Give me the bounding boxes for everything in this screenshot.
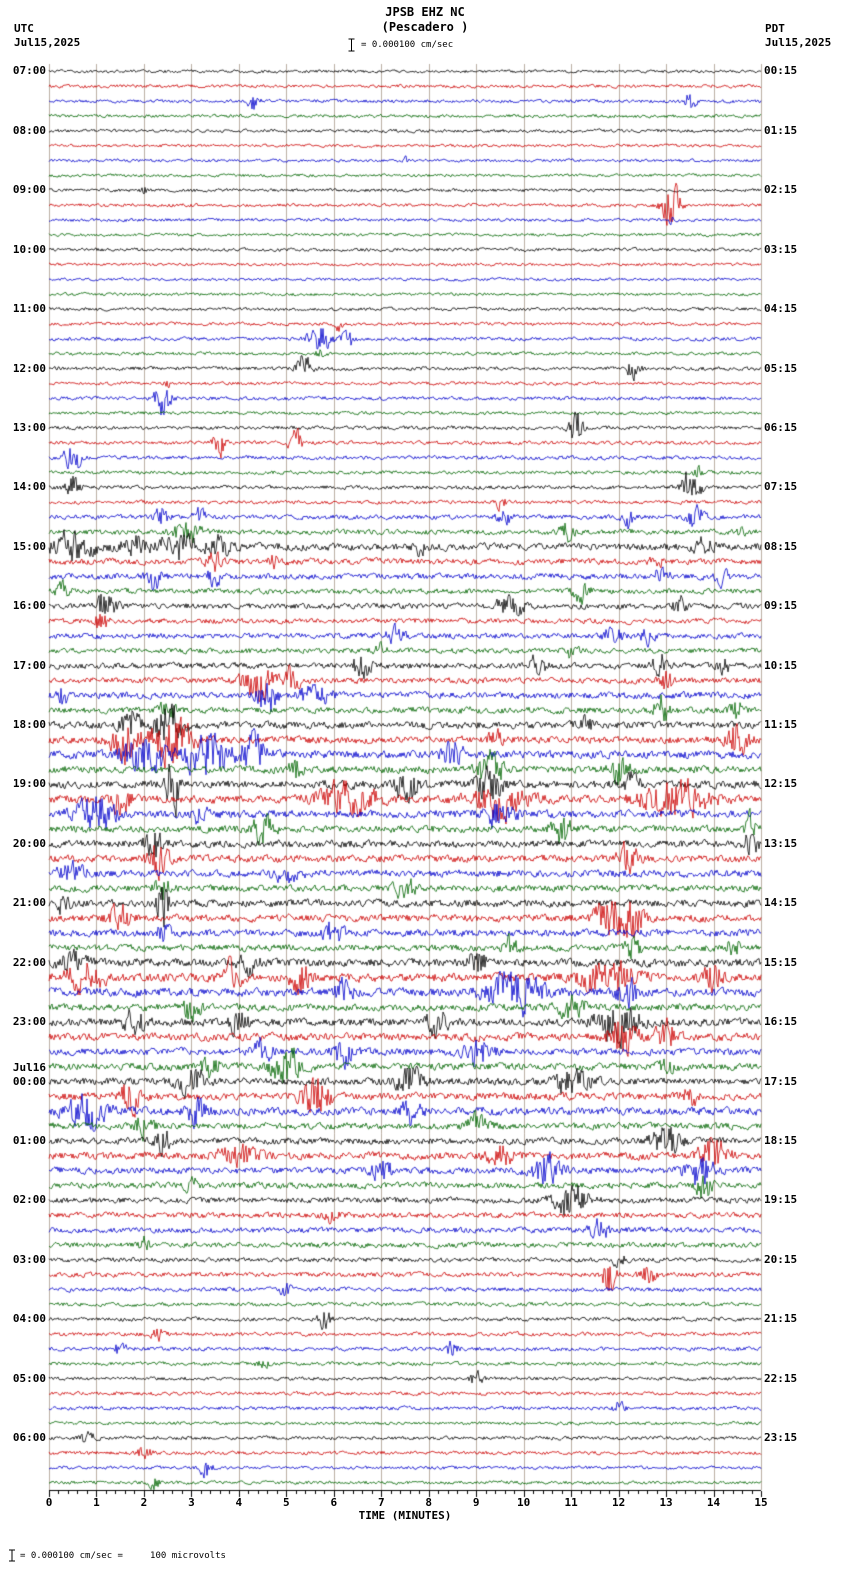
utc-hour-label: 09:00 bbox=[12, 183, 46, 197]
utc-hour-label: 16:00 bbox=[12, 599, 46, 613]
pdt-hour-label: 07:15 bbox=[764, 480, 798, 494]
pdt-hour-label: 02:15 bbox=[764, 183, 798, 197]
utc-hour-label: 13:00 bbox=[12, 420, 46, 434]
x-tick-label: 3 bbox=[188, 1496, 195, 1509]
x-tick-label: 11 bbox=[564, 1496, 578, 1509]
utc-hour-label: 15:00 bbox=[12, 539, 46, 553]
utc-hour-label: 10:00 bbox=[12, 242, 46, 256]
utc-hour-label: 03:00 bbox=[12, 1252, 46, 1266]
pdt-hour-label: 15:15 bbox=[764, 955, 798, 969]
pdt-hour-label: 01:15 bbox=[764, 123, 798, 137]
x-tick-label: 9 bbox=[472, 1496, 480, 1509]
scale-ibeam-icon bbox=[348, 38, 355, 52]
pdt-tz-label: PDT bbox=[765, 22, 785, 35]
pdt-hour-label: 21:15 bbox=[764, 1312, 798, 1326]
x-tick-label: 12 bbox=[611, 1496, 626, 1509]
date-change-label: Jul16 bbox=[12, 1060, 46, 1074]
pdt-hour-label: 22:15 bbox=[764, 1371, 798, 1385]
utc-hour-label: 00:00 bbox=[12, 1074, 46, 1088]
utc-hour-label: 22:00 bbox=[12, 955, 46, 969]
x-tick-label: 15 bbox=[754, 1496, 768, 1509]
x-tick-label: 8 bbox=[425, 1496, 433, 1509]
utc-hour-label: 19:00 bbox=[12, 777, 46, 791]
utc-hour-label: 06:00 bbox=[12, 1431, 46, 1444]
utc-hour-label: 01:00 bbox=[12, 1133, 46, 1147]
footer-scale-label: = 0.000100 cm/sec = 100 microvolts bbox=[20, 1550, 226, 1561]
pdt-hour-label: 14:15 bbox=[764, 896, 798, 910]
pdt-hour-label: 11:15 bbox=[764, 718, 798, 731]
pdt-hour-label: 19:15 bbox=[764, 1193, 798, 1207]
utc-header: UTC Jul15,2025 bbox=[14, 22, 80, 50]
pdt-hour-label: 05:15 bbox=[764, 361, 798, 375]
utc-hour-label: 17:00 bbox=[12, 658, 46, 672]
utc-hour-label: 20:00 bbox=[12, 836, 46, 850]
pdt-hour-label: 23:15 bbox=[764, 1431, 798, 1444]
pdt-hour-label: 18:15 bbox=[764, 1133, 798, 1147]
pdt-hour-label: 17:15 bbox=[764, 1074, 798, 1088]
utc-hour-label: 08:00 bbox=[12, 123, 46, 137]
pdt-hour-label: 12:15 bbox=[764, 777, 798, 791]
pdt-hour-label: 16:15 bbox=[764, 1015, 798, 1029]
pdt-hour-label: 20:15 bbox=[764, 1252, 798, 1266]
scale-label: = 0.000100 cm/sec bbox=[361, 40, 454, 50]
pdt-hour-label: 13:15 bbox=[764, 836, 798, 850]
utc-hour-label: 12:00 bbox=[12, 361, 46, 375]
x-tick-label: 6 bbox=[330, 1496, 338, 1509]
pdt-hour-label: 03:15 bbox=[764, 242, 798, 256]
pdt-hour-label: 08:15 bbox=[764, 539, 798, 553]
pdt-hour-label: 10:15 bbox=[764, 658, 798, 672]
x-tick-label: 0 bbox=[45, 1496, 53, 1509]
x-tick-label: 4 bbox=[235, 1496, 243, 1509]
utc-hour-label: 02:00 bbox=[12, 1193, 46, 1207]
utc-hour-label: 23:00 bbox=[12, 1015, 46, 1029]
x-axis-title: TIME (MINUTES) bbox=[358, 1509, 452, 1522]
x-tick-label: 14 bbox=[706, 1496, 721, 1509]
footer-scale-note: = 0.000100 cm/sec = 100 microvolts bbox=[8, 1549, 226, 1562]
pdt-hour-label: 06:15 bbox=[764, 420, 798, 434]
pdt-header: PDT Jul15,2025 bbox=[765, 22, 831, 50]
utc-hour-label: 21:00 bbox=[12, 896, 46, 910]
pdt-hour-label: 00:15 bbox=[764, 64, 798, 78]
scale-indicator: = 0.000100 cm/sec bbox=[347, 38, 453, 52]
x-tick-label: 5 bbox=[283, 1496, 290, 1509]
x-tick-label: 1 bbox=[93, 1496, 100, 1509]
station-title: JPSB EHZ NC bbox=[385, 5, 465, 19]
pdt-hour-label: 04:15 bbox=[764, 302, 798, 316]
x-tick-label: 13 bbox=[659, 1496, 673, 1509]
utc-tz-label: UTC bbox=[14, 22, 34, 35]
x-tick-label: 10 bbox=[517, 1496, 531, 1509]
utc-hour-label: 05:00 bbox=[12, 1371, 46, 1385]
x-tick-label: 2 bbox=[140, 1496, 148, 1509]
pdt-hour-label: 09:15 bbox=[764, 599, 798, 613]
utc-date-label: Jul15,2025 bbox=[14, 36, 81, 49]
utc-hour-label: 14:00 bbox=[12, 480, 46, 494]
footer-ibeam-icon bbox=[9, 1549, 15, 1562]
utc-hour-label: 18:00 bbox=[12, 718, 46, 731]
utc-hour-label: 07:00 bbox=[12, 64, 46, 78]
utc-hour-label: 11:00 bbox=[12, 302, 46, 316]
station-subtitle: (Pescadero ) bbox=[381, 20, 469, 34]
utc-hour-label: 04:00 bbox=[12, 1312, 46, 1326]
pdt-date-label: Jul15,2025 bbox=[765, 36, 832, 49]
x-tick-label: 7 bbox=[377, 1496, 385, 1509]
